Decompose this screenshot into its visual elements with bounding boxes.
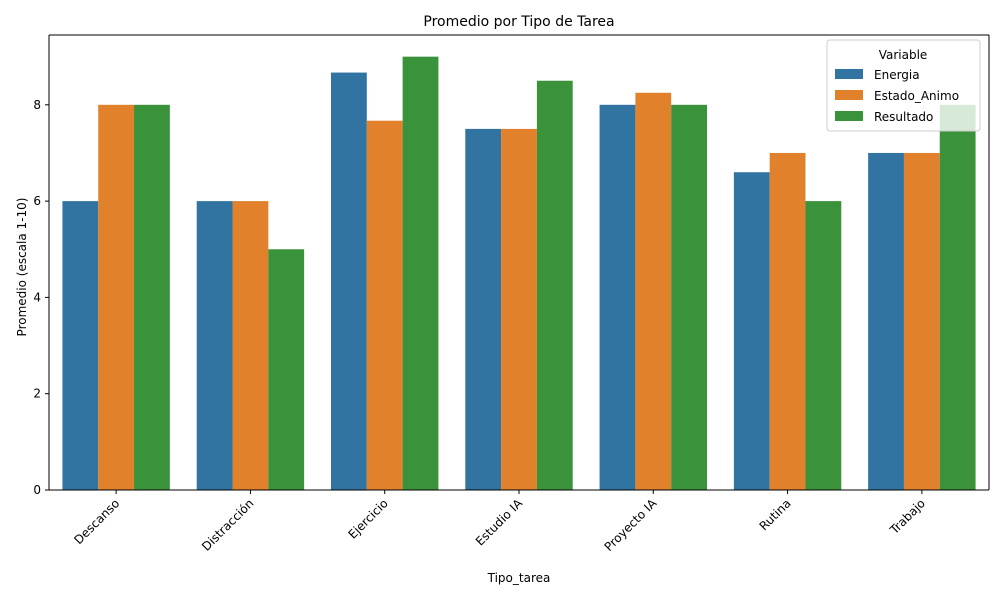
chart-title: Promedio por Tipo de Tarea	[423, 14, 614, 30]
x-tick-label: Proyecto IA	[602, 496, 660, 554]
bar-resultado	[268, 249, 305, 490]
bar-estado-animo	[98, 104, 135, 490]
legend-swatch	[835, 90, 863, 100]
bar-energia	[465, 128, 502, 490]
y-tick-label: 2	[33, 387, 41, 401]
bar-energia	[196, 201, 233, 491]
bar-resultado	[805, 201, 842, 491]
legend-swatch	[835, 69, 863, 79]
bar-estado-animo	[635, 92, 672, 490]
bar-resultado	[536, 80, 573, 491]
bar-estado-animo	[903, 152, 940, 490]
y-tick-label: 8	[33, 98, 41, 112]
y-tick-label: 0	[33, 483, 41, 497]
legend-title: Variable	[879, 48, 928, 62]
bar-estado-animo	[232, 201, 269, 491]
bar-resultado	[402, 56, 439, 491]
x-tick-label: Rutina	[757, 496, 794, 533]
y-axis-label: Promedio (escala 1-10)	[15, 198, 29, 337]
bar-energia	[868, 152, 904, 490]
bar-resultado	[939, 104, 976, 490]
x-tick-label: Distracción	[199, 496, 256, 553]
x-tick-label: Ejercicio	[345, 496, 390, 541]
x-tick-label: Estudio IA	[473, 496, 526, 549]
legend-swatch	[835, 111, 863, 121]
legend-label: Resultado	[874, 110, 933, 124]
bars-layer	[62, 56, 976, 491]
bar-energia	[331, 72, 367, 490]
bar-resultado	[671, 104, 707, 490]
bar-estado-animo	[501, 128, 537, 490]
legend: Variable Energia Estado_Animo Resultado	[826, 39, 981, 132]
y-tick-label: 6	[33, 194, 41, 208]
bar-estado-animo	[366, 120, 403, 490]
legend-frame	[826, 39, 981, 132]
bar-resultado	[134, 104, 170, 490]
bar-estado-animo	[769, 152, 806, 490]
y-tick-label: 4	[33, 290, 41, 304]
x-tick-label: Descanso	[71, 496, 122, 547]
bar-energia	[62, 201, 99, 491]
legend-label: Energia	[874, 68, 920, 82]
legend-label: Estado_Animo	[874, 89, 959, 103]
bar-energia	[599, 104, 636, 490]
x-tick-label: Trabajo	[887, 496, 928, 537]
bar-energia	[733, 172, 770, 490]
x-axis-label: Tipo_tarea	[487, 571, 551, 585]
